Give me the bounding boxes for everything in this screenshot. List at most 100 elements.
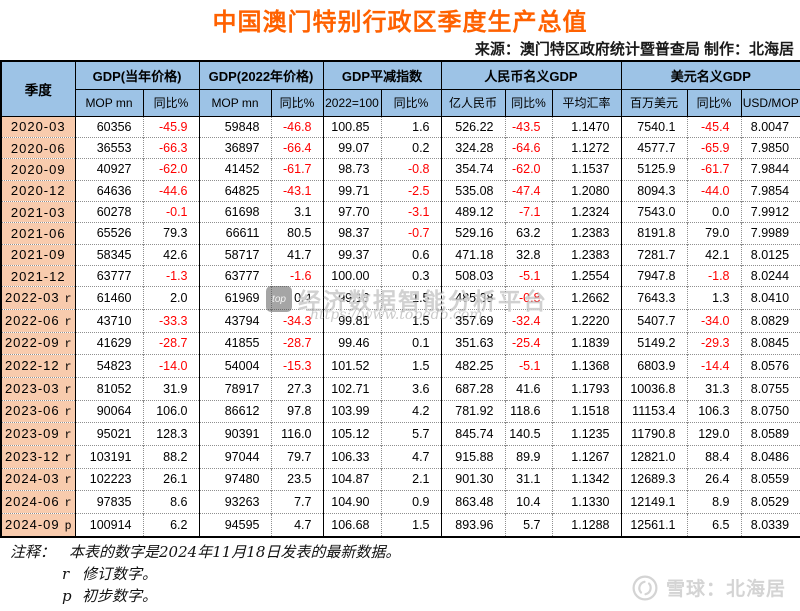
- notes-label: 注释：: [10, 543, 56, 561]
- quarter-cell: 2020-09: [1, 158, 76, 181]
- table-row: 2023-06 r 90064 106.0 86612 97.8 103.99 4.2 781.…: [1, 399, 800, 423]
- value-cell: 8.0589: [740, 422, 800, 446]
- table-row: 2021-06 65526 79.3 66611 80.5 98.37 -0.7 529.16…: [1, 222, 800, 245]
- value-cell: 1.2220: [551, 308, 622, 333]
- value-cell: 845.74: [440, 422, 506, 446]
- quarter-cell: 2020-12: [1, 179, 76, 202]
- value-cell: 63.2: [504, 222, 553, 245]
- value-cell: 61969: [198, 286, 271, 310]
- value-cell: 354.74: [440, 158, 506, 181]
- value-cell: 8.6: [142, 490, 199, 514]
- value-cell: 106.0: [142, 399, 199, 423]
- value-cell: 31.9: [142, 376, 199, 401]
- value-cell: 1.2662: [551, 286, 622, 310]
- value-cell: -28.7: [142, 331, 199, 355]
- value-cell: 893.96: [440, 512, 506, 537]
- value-cell: 101.52: [322, 354, 381, 378]
- value-cell: 23.5: [270, 467, 323, 491]
- value-cell: 11790.8: [620, 422, 688, 446]
- value-cell: 100.00: [322, 264, 381, 287]
- value-cell: -0.7: [380, 222, 442, 245]
- quarter-cell: 2022-09 r: [1, 331, 76, 355]
- value-cell: 8.0486: [740, 444, 800, 469]
- value-cell: 3.6: [380, 376, 442, 401]
- value-cell: 26.4: [686, 467, 742, 491]
- value-cell: 1.2554: [551, 264, 622, 287]
- value-cell: 116.0: [270, 422, 323, 446]
- note-line-main: 注释： 本表的数字是2024年11月18日发表的最新数据。: [10, 541, 400, 563]
- value-cell: -66.4: [270, 136, 323, 159]
- value-cell: 61460: [75, 286, 143, 310]
- value-cell: 0.0: [686, 200, 742, 223]
- value-cell: 8.0559: [740, 467, 800, 491]
- revision-flag: r: [64, 361, 72, 375]
- value-cell: -62.0: [504, 158, 553, 181]
- value-cell: 10036.8: [620, 376, 688, 401]
- value-cell: 0.4: [270, 286, 323, 310]
- value-cell: 12561.1: [620, 512, 688, 537]
- value-cell: -44.0: [686, 179, 742, 202]
- table-row: 2022-12 r 54823 -14.0 54004 -15.3 101.52 1.5 482…: [1, 354, 800, 378]
- value-cell: 80.5: [270, 222, 323, 245]
- value-cell: 8.0755: [740, 376, 800, 401]
- value-cell: 12821.0: [620, 444, 688, 469]
- value-cell: 1.1272: [551, 136, 622, 159]
- value-cell: -28.7: [270, 331, 323, 355]
- note-p-flag: p: [62, 587, 72, 605]
- value-cell: 1.1267: [551, 444, 622, 469]
- group-header: 人民币名义GDP: [440, 60, 622, 90]
- value-cell: 54004: [198, 354, 271, 378]
- value-cell: 63777: [198, 264, 271, 287]
- value-cell: 526.22: [440, 115, 506, 138]
- value-cell: 781.92: [440, 399, 506, 423]
- value-cell: 98.37: [322, 222, 381, 245]
- value-cell: 128.3: [142, 422, 199, 446]
- note-p-text: 初步数字。: [82, 587, 158, 605]
- value-cell: 41.7: [270, 243, 323, 266]
- value-cell: 8.0047: [740, 115, 800, 138]
- value-cell: 1.2383: [551, 243, 622, 266]
- value-cell: 1.1470: [551, 115, 622, 138]
- group-header: GDP(2022年价格): [198, 60, 324, 90]
- value-cell: -15.3: [270, 354, 323, 378]
- value-cell: 98.73: [322, 158, 381, 181]
- sub-header: 同比%: [270, 88, 324, 117]
- value-cell: 42.1: [686, 243, 742, 266]
- source-credit: 来源：澳门特区政府统计暨普查局 制作：北海居: [474, 41, 794, 58]
- gdp-quarterly-table: 季度 GDP(当年价格) GDP(2022年价格) GDP平减指数 人民币名义GDP 美元…: [0, 60, 800, 538]
- table-row: 2023-12 r 103191 88.2 97044 79.7 106.33 4.7 915.…: [1, 444, 800, 469]
- revision-flag: r: [64, 383, 72, 397]
- value-cell: -61.7: [686, 158, 742, 181]
- value-cell: 8191.8: [620, 222, 688, 245]
- table-row: 2024-03 r 102223 26.1 97480 23.5 104.87 2.1 901.…: [1, 467, 800, 491]
- quarter-cell: 2023-12 r: [1, 444, 76, 469]
- revision-flag: r: [64, 474, 72, 488]
- sub-header: MOP mn: [74, 88, 144, 117]
- value-cell: 7.9854: [740, 179, 800, 202]
- value-cell: 7543.0: [620, 200, 688, 223]
- quarter-cell: 2022-12 r: [1, 354, 76, 378]
- revision-flag: p: [64, 519, 72, 533]
- value-cell: 4.7: [270, 512, 323, 537]
- table-row: 2024-06 r 97835 8.6 93263 7.7 104.90 0.9 863.48 1…: [1, 490, 800, 514]
- quarter-column-header: 季度: [0, 60, 76, 117]
- value-cell: 1.1793: [551, 376, 622, 401]
- value-cell: 1.1537: [551, 158, 622, 181]
- value-cell: 1.2080: [551, 179, 622, 202]
- value-cell: 7947.8: [620, 264, 688, 287]
- value-cell: 90391: [198, 422, 271, 446]
- value-cell: -44.6: [142, 179, 199, 202]
- note-line-p: p 初步数字。: [62, 585, 400, 607]
- value-cell: -65.9: [686, 136, 742, 159]
- value-cell: -33.3: [142, 308, 199, 333]
- table-row: 2021-12 63777 -1.3 63777 -1.6 100.00 0.3 508.03…: [1, 264, 800, 287]
- value-cell: 7.9850: [740, 136, 800, 159]
- value-cell: 1.5: [380, 286, 442, 310]
- value-cell: 42.6: [142, 243, 199, 266]
- quarter-cell: 2021-12: [1, 264, 76, 287]
- value-cell: 60356: [75, 115, 143, 138]
- value-cell: 324.28: [440, 136, 506, 159]
- value-cell: 0.3: [380, 264, 442, 287]
- value-cell: -64.6: [504, 136, 553, 159]
- value-cell: 529.16: [440, 222, 506, 245]
